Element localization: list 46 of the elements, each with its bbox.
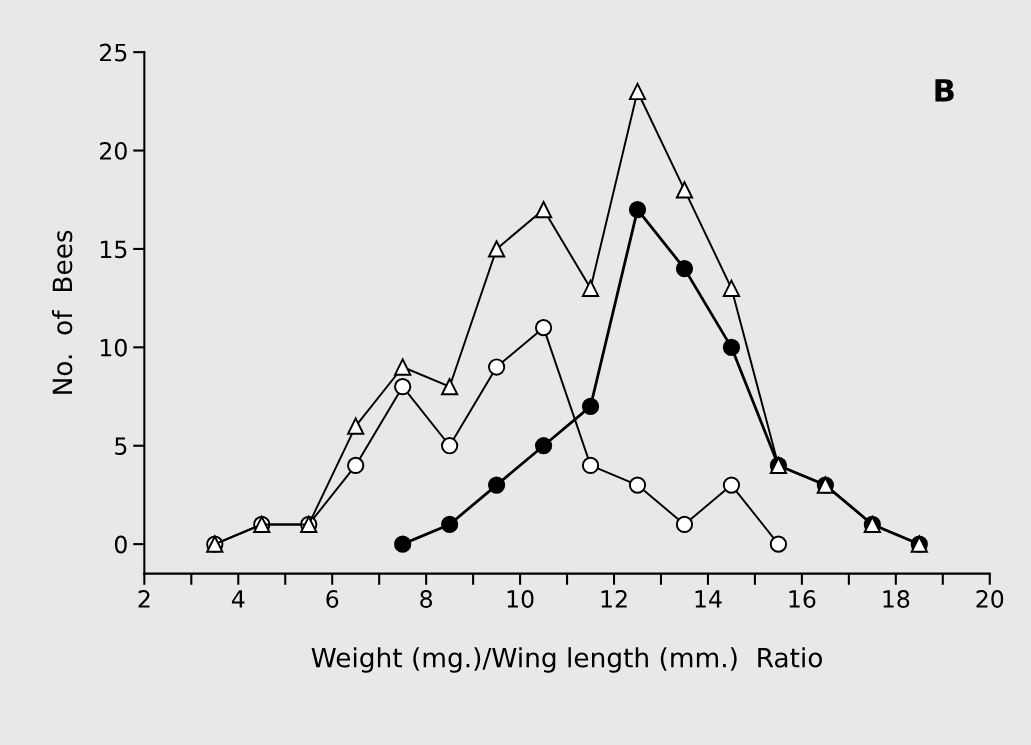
x-tick-label: 20: [976, 590, 1004, 608]
annotation: B: [935, 79, 954, 102]
x-tick-label: 12: [601, 590, 627, 608]
point: [769, 535, 788, 553]
point: [722, 338, 741, 356]
point: [628, 82, 647, 101]
point: [487, 476, 506, 494]
y-tick-label: 20: [100, 141, 127, 160]
y-tick-label: 10: [100, 338, 127, 357]
y-tick-label: 15: [100, 240, 127, 259]
point: [441, 378, 459, 396]
point: [675, 515, 694, 534]
point: [628, 476, 647, 494]
point: [534, 200, 553, 219]
x-tick-label: 2: [138, 590, 150, 608]
point: [441, 437, 459, 455]
point: [581, 456, 600, 475]
x-axis-title: Weight (mg.)/Wing length (mm.) Ratio: [311, 647, 822, 673]
point: [394, 535, 412, 553]
x-tick-label: 4: [231, 590, 245, 608]
y-tick-label: 0: [114, 535, 127, 554]
y-tick-label: 25: [100, 43, 127, 62]
point: [581, 397, 600, 415]
point: [628, 200, 647, 219]
point: [675, 181, 694, 199]
x-tick-label: 16: [789, 590, 816, 608]
point: [534, 437, 553, 455]
point: [487, 358, 506, 376]
point: [581, 279, 600, 297]
point: [534, 319, 553, 337]
x-tick-label: 18: [883, 590, 910, 608]
point: [487, 240, 506, 258]
x-tick-label: 14: [695, 590, 722, 608]
point: [347, 456, 365, 475]
x-tick-label: 6: [326, 590, 339, 608]
point: [394, 358, 412, 376]
point: [394, 378, 412, 396]
point: [722, 476, 741, 494]
x-tick-label: 10: [507, 590, 534, 608]
x-tick-label: 8: [420, 590, 433, 608]
y-axis-title: No. of Bees: [51, 230, 73, 394]
point: [441, 515, 459, 534]
point: [347, 417, 365, 435]
point: [675, 260, 694, 278]
point: [722, 279, 741, 297]
y-tick-label: 5: [115, 437, 127, 456]
